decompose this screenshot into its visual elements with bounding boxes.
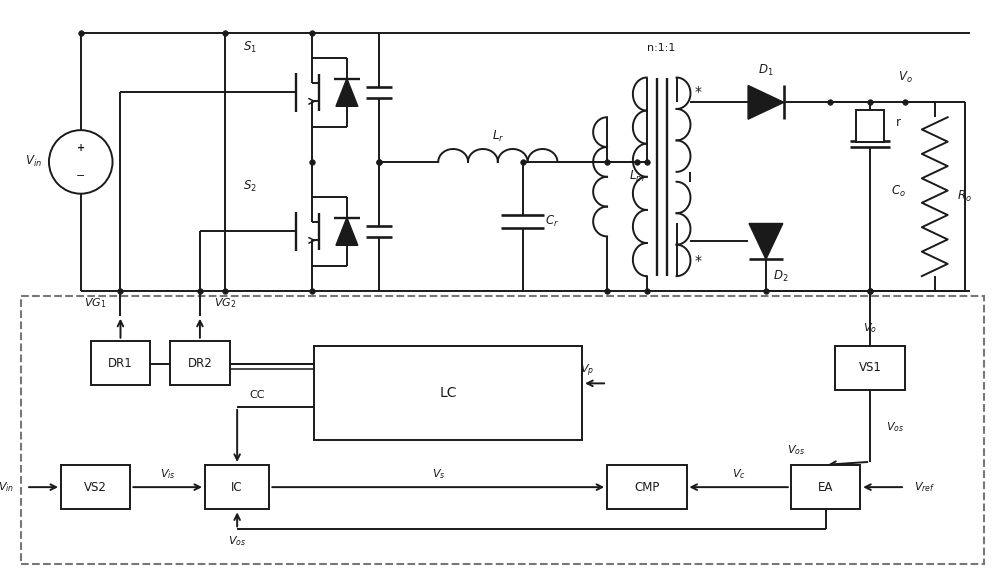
Text: $VG_1$: $VG_1$ (84, 296, 107, 310)
Bar (170, 340, 230, 386)
Text: $V_{os}$: $V_{os}$ (228, 534, 246, 548)
Text: $S_1$: $S_1$ (243, 40, 257, 55)
Bar (856, 110, 884, 142)
Bar (61, 465, 130, 509)
Bar (314, 346, 582, 440)
Text: $S_2$: $S_2$ (243, 179, 257, 195)
Text: EA: EA (818, 481, 833, 493)
Polygon shape (336, 217, 358, 246)
Text: $L_r$: $L_r$ (492, 128, 504, 144)
Text: $D_1$: $D_1$ (758, 63, 774, 78)
Text: $V_s$: $V_s$ (432, 467, 445, 481)
Text: LC: LC (439, 386, 457, 400)
Text: $V_{in}$: $V_{in}$ (25, 154, 42, 169)
Text: $L_m$: $L_m$ (629, 169, 645, 185)
Text: VS2: VS2 (84, 481, 107, 493)
Text: $D_2$: $D_2$ (773, 268, 789, 284)
Text: IC: IC (231, 481, 243, 493)
Bar (91, 340, 150, 386)
Text: $R_o$: $R_o$ (957, 189, 972, 205)
Text: DR2: DR2 (188, 356, 212, 370)
Text: *: * (695, 86, 702, 100)
Text: CC: CC (249, 390, 265, 400)
Text: $V_c$: $V_c$ (732, 467, 746, 481)
Text: $V_{ref}$: $V_{ref}$ (914, 481, 935, 494)
Text: DR1: DR1 (108, 356, 133, 370)
Text: $VG_2$: $VG_2$ (214, 296, 236, 310)
Text: *: * (695, 254, 702, 268)
Bar (835, 346, 905, 390)
Text: $V_{is}$: $V_{is}$ (160, 467, 175, 481)
Text: $V_p$: $V_p$ (580, 362, 594, 379)
Polygon shape (336, 79, 358, 106)
Bar (205, 465, 269, 509)
Polygon shape (748, 86, 784, 119)
Polygon shape (749, 223, 783, 259)
Text: $V_o$: $V_o$ (863, 321, 877, 335)
Text: +: + (77, 143, 85, 153)
Text: CMP: CMP (634, 481, 659, 493)
Text: $C_o$: $C_o$ (891, 184, 905, 199)
Text: $V_o$: $V_o$ (898, 70, 912, 85)
Text: r: r (896, 115, 901, 129)
Text: −: − (76, 171, 85, 181)
Text: $V_{in}$: $V_{in}$ (0, 481, 14, 494)
Text: $C_r$: $C_r$ (545, 214, 559, 229)
Bar (791, 465, 860, 509)
Bar (21, 296, 984, 564)
Text: $V_{os}$: $V_{os}$ (787, 443, 805, 457)
Text: $V_{os}$: $V_{os}$ (886, 421, 904, 434)
Bar (607, 465, 687, 509)
Text: VS1: VS1 (859, 362, 882, 374)
Text: n:1:1: n:1:1 (647, 43, 676, 53)
